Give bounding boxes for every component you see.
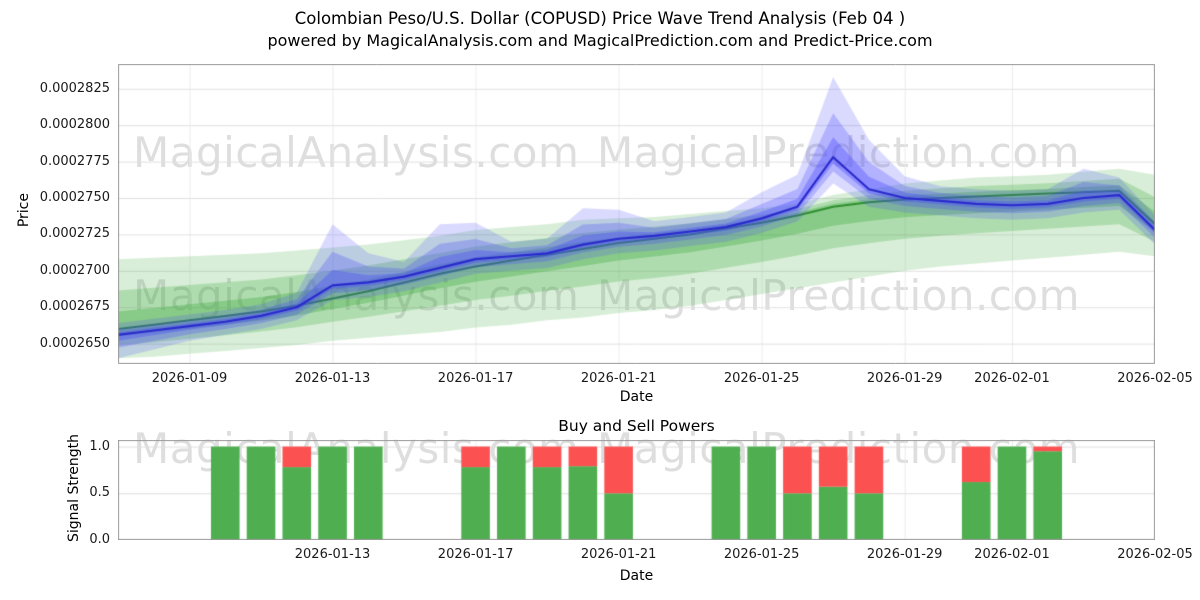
power-x-tick: 2026-02-05 bbox=[1117, 547, 1193, 562]
price-y-tick: 0.0002825 bbox=[39, 80, 110, 96]
power-x-tick: 2026-01-13 bbox=[294, 547, 371, 562]
price-x-axis-label: Date bbox=[619, 389, 654, 405]
price-y-tick: 0.0002650 bbox=[39, 335, 110, 351]
price-x-tick: 2026-01-25 bbox=[723, 371, 800, 386]
price-x-tick: 2026-01-09 bbox=[151, 371, 228, 386]
price-y-tick: 0.0002750 bbox=[39, 189, 110, 205]
power-chart-title: Buy and Sell Powers bbox=[558, 417, 715, 435]
buy-sell-powers-chart-canvas bbox=[118, 440, 1155, 540]
price-wave-chart-canvas bbox=[118, 64, 1155, 364]
power-y-tick: 0.5 bbox=[89, 485, 110, 501]
page-subtitle: powered by MagicalAnalysis.com and Magic… bbox=[267, 31, 933, 50]
power-x-tick: 2026-01-25 bbox=[723, 547, 800, 562]
price-y-tick: 0.0002725 bbox=[39, 226, 110, 242]
price-y-tick: 0.0002700 bbox=[39, 262, 110, 278]
price-x-tick: 2026-01-13 bbox=[294, 371, 371, 386]
power-x-axis-label: Date bbox=[619, 568, 654, 584]
price-y-tick: 0.0002800 bbox=[39, 117, 110, 133]
price-x-tick: 2026-02-01 bbox=[974, 371, 1050, 386]
price-x-tick: 2026-01-29 bbox=[866, 371, 943, 386]
power-y-tick: 1.0 bbox=[89, 438, 110, 454]
page-title: Colombian Peso/U.S. Dollar (COPUSD) Pric… bbox=[294, 9, 906, 28]
power-y-tick: 0.0 bbox=[89, 532, 110, 547]
price-y-tick: 0.0002775 bbox=[39, 153, 110, 169]
price-x-tick: 2026-02-05 bbox=[1117, 371, 1193, 386]
price-x-tick: 2026-01-17 bbox=[437, 371, 514, 386]
power-x-tick: 2026-01-17 bbox=[437, 547, 514, 562]
power-x-tick: 2026-01-21 bbox=[580, 547, 657, 562]
power-x-tick: 2026-01-29 bbox=[866, 547, 943, 562]
price-y-tick: 0.0002675 bbox=[39, 299, 110, 315]
power-x-tick: 2026-02-01 bbox=[974, 547, 1050, 562]
price-x-tick: 2026-01-21 bbox=[580, 371, 657, 386]
